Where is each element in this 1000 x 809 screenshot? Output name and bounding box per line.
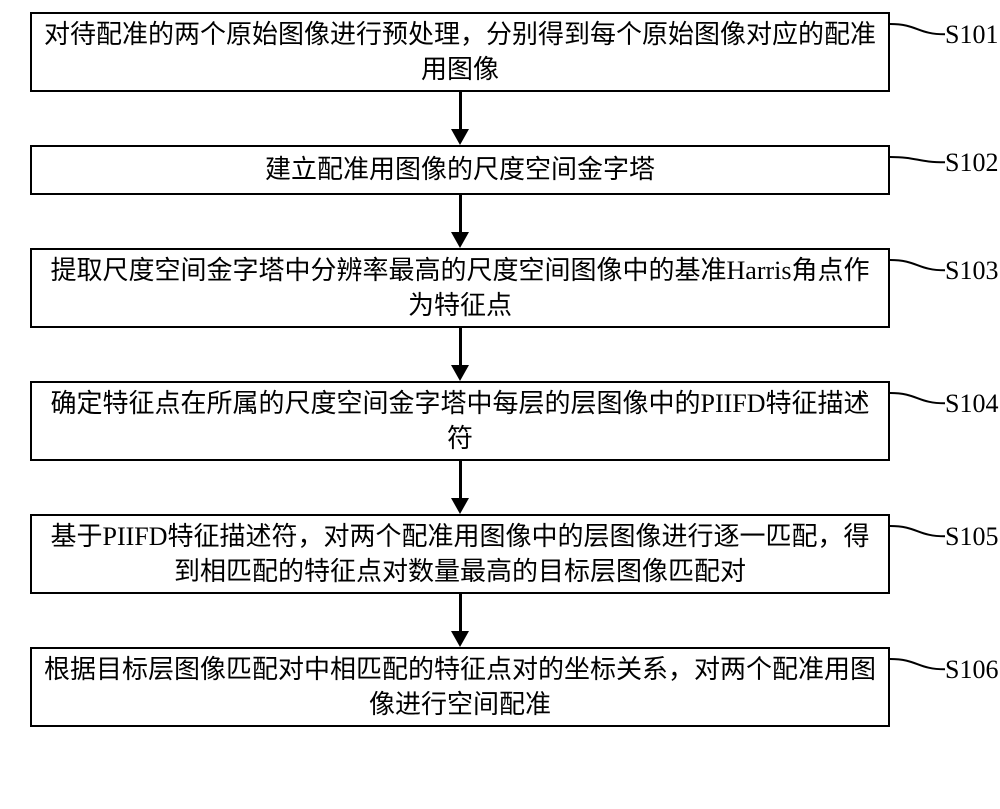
step-text-s106: 根据目标层图像匹配对中相匹配的特征点对的坐标关系，对两个配准用图像进行空间配准 (42, 652, 878, 722)
arrow-head-1 (451, 129, 469, 145)
step-text-s103: 提取尺度空间金字塔中分辨率最高的尺度空间图像中的基准Harris角点作为特征点 (42, 253, 878, 323)
arrow-line-5 (459, 594, 462, 631)
arrow-head-2 (451, 232, 469, 248)
step-label-s105: S105 (945, 522, 998, 552)
step-label-s103: S103 (945, 256, 998, 286)
step-box-s106: 根据目标层图像匹配对中相匹配的特征点对的坐标关系，对两个配准用图像进行空间配准 (30, 647, 890, 727)
arrow-head-4 (451, 498, 469, 514)
label-connector-s105 (890, 514, 945, 550)
step-box-s104: 确定特征点在所属的尺度空间金字塔中每层的层图像中的PIIFD特征描述符 (30, 381, 890, 461)
arrow-head-5 (451, 631, 469, 647)
step-text-s101: 对待配准的两个原始图像进行预处理，分别得到每个原始图像对应的配准用图像 (42, 17, 878, 87)
arrow-line-1 (459, 92, 462, 129)
step-box-s102: 建立配准用图像的尺度空间金字塔 (30, 145, 890, 195)
step-text-s102: 建立配准用图像的尺度空间金字塔 (265, 152, 655, 187)
arrow-line-3 (459, 328, 462, 365)
step-box-s103: 提取尺度空间金字塔中分辨率最高的尺度空间图像中的基准Harris角点作为特征点 (30, 248, 890, 328)
flowchart-canvas: 对待配准的两个原始图像进行预处理，分别得到每个原始图像对应的配准用图像 S101 建… (0, 0, 1000, 809)
step-text-s104: 确定特征点在所属的尺度空间金字塔中每层的层图像中的PIIFD特征描述符 (42, 386, 878, 456)
step-box-s105: 基于PIIFD特征描述符，对两个配准用图像中的层图像进行逐一匹配，得到相匹配的特… (30, 514, 890, 594)
arrow-line-4 (459, 461, 462, 498)
label-connector-s106 (890, 647, 945, 683)
label-connector-s102 (890, 145, 945, 181)
arrow-line-2 (459, 195, 462, 232)
arrow-head-3 (451, 365, 469, 381)
label-connector-s103 (890, 248, 945, 284)
step-label-s102: S102 (945, 148, 998, 178)
step-label-s101: S101 (945, 20, 998, 50)
step-label-s104: S104 (945, 389, 998, 419)
step-text-s105: 基于PIIFD特征描述符，对两个配准用图像中的层图像进行逐一匹配，得到相匹配的特… (42, 519, 878, 589)
step-label-s106: S106 (945, 655, 998, 685)
label-connector-s101 (890, 12, 945, 48)
step-box-s101: 对待配准的两个原始图像进行预处理，分别得到每个原始图像对应的配准用图像 (30, 12, 890, 92)
label-connector-s104 (890, 381, 945, 417)
